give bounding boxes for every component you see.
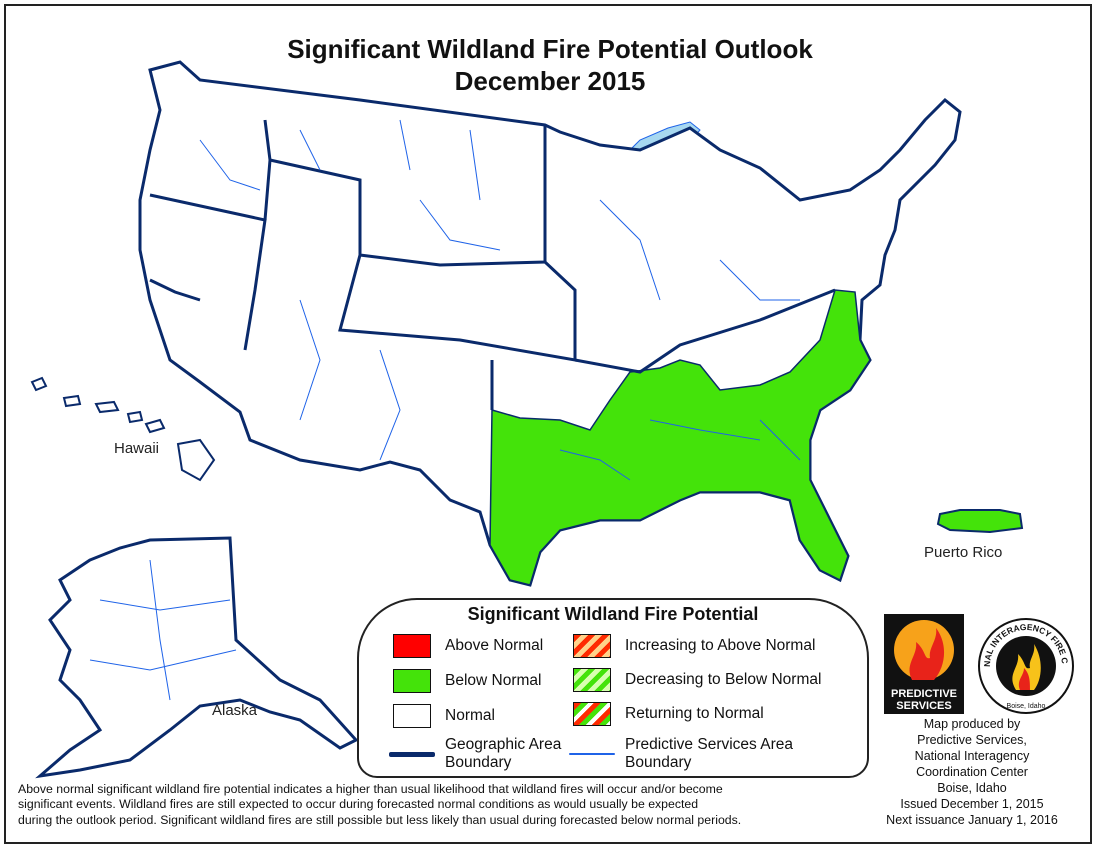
- legend-geographic-boundary: Geographic Area Boundary: [389, 736, 561, 772]
- legend-returning: Returning to Normal: [573, 702, 764, 726]
- normal-swatch: [393, 704, 431, 728]
- ps-logo-line1: PREDICTIVE: [890, 688, 957, 700]
- legend-title: Significant Wildland Fire Potential: [467, 604, 759, 624]
- legend-normal: Normal: [393, 704, 495, 728]
- alaska-outline: [35, 536, 359, 779]
- predictive-services-flame-icon: [894, 620, 954, 680]
- alaska-label: Alaska: [212, 702, 258, 719]
- nifc-flame-icon: [1012, 644, 1041, 690]
- nifc-seal-logo: NATIONAL INTERAGENCY FIRE CENTER Boise, …: [972, 614, 1074, 714]
- above-normal-swatch: [393, 634, 431, 658]
- psa-boundary-line: [569, 753, 615, 755]
- legend-below-normal: Below Normal: [393, 669, 541, 693]
- credits-line-3: National Interagency: [914, 749, 1030, 763]
- above-normal-label: Above Normal: [445, 637, 544, 654]
- map-subtitle: December 2015: [454, 66, 646, 96]
- credits-line-5: Boise, Idaho: [937, 781, 1007, 795]
- decreasing-swatch: [573, 668, 611, 692]
- puerto-rico-below-normal: [936, 509, 1024, 534]
- map-title: Significant Wildland Fire Potential Outl…: [287, 34, 813, 64]
- decreasing-label: Decreasing to Below Normal: [625, 671, 822, 688]
- nifc-inner-disc: [996, 636, 1056, 696]
- footnote-line-2: significant events. Wildland fires are s…: [18, 797, 699, 812]
- credits-line-4: Coordination Center: [916, 765, 1028, 779]
- psa-boundary-label-2: Boundary: [625, 754, 692, 771]
- predictive-services-logo: PREDICTIVE SERVICES: [884, 614, 964, 714]
- increasing-swatch: [573, 634, 611, 658]
- legend-increasing: Increasing to Above Normal: [573, 634, 815, 658]
- geo-boundary-label-2: Boundary: [445, 754, 512, 771]
- below-normal-label: Below Normal: [445, 672, 542, 689]
- below-normal-southern-area: [489, 289, 871, 586]
- ps-logo-line2: SERVICES: [896, 700, 952, 712]
- nifc-city-text: Boise, Idaho: [1007, 703, 1046, 710]
- next-issuance-date: Next issuance January 1, 2016: [886, 813, 1058, 827]
- legend-above-normal: Above Normal: [393, 634, 543, 658]
- legend: Significant Wildland Fire Potential Abov…: [357, 598, 869, 778]
- hawaii-islands: [30, 376, 216, 482]
- below-normal-swatch: [393, 669, 431, 693]
- geo-boundary-label-1: Geographic Area: [445, 736, 562, 753]
- normal-label: Normal: [445, 707, 495, 724]
- psa-boundary-label-1: Predictive Services Area: [625, 736, 793, 753]
- returning-label: Returning to Normal: [625, 705, 764, 722]
- credits-line-2: Predictive Services,: [917, 733, 1027, 747]
- footnote-line-1: Above normal significant wildland fire p…: [18, 782, 723, 796]
- legend-decreasing: Decreasing to Below Normal: [573, 668, 821, 692]
- alaska-psa-boundaries: [89, 559, 237, 701]
- geographic-boundary-line: [389, 751, 435, 757]
- map-credits: Map produced by Predictive Services, Nat…: [872, 716, 1072, 828]
- hawaii-label: Hawaii: [114, 440, 160, 457]
- legend-psa-boundary: Predictive Services Area Boundary: [569, 736, 793, 772]
- increasing-label: Increasing to Above Normal: [625, 637, 816, 654]
- issued-date: Issued December 1, 2015: [900, 797, 1044, 811]
- footnote: Above normal significant wildland fire p…: [18, 782, 878, 828]
- returning-swatch: [573, 702, 611, 726]
- credits-line-1: Map produced by: [923, 717, 1021, 731]
- geographic-area-boundaries: [149, 119, 836, 410]
- predictive-services-boundaries: [199, 119, 801, 481]
- puerto-rico-label: Puerto Rico: [924, 544, 1003, 561]
- footnote-line-3: during the outlook period. Significant w…: [18, 812, 742, 827]
